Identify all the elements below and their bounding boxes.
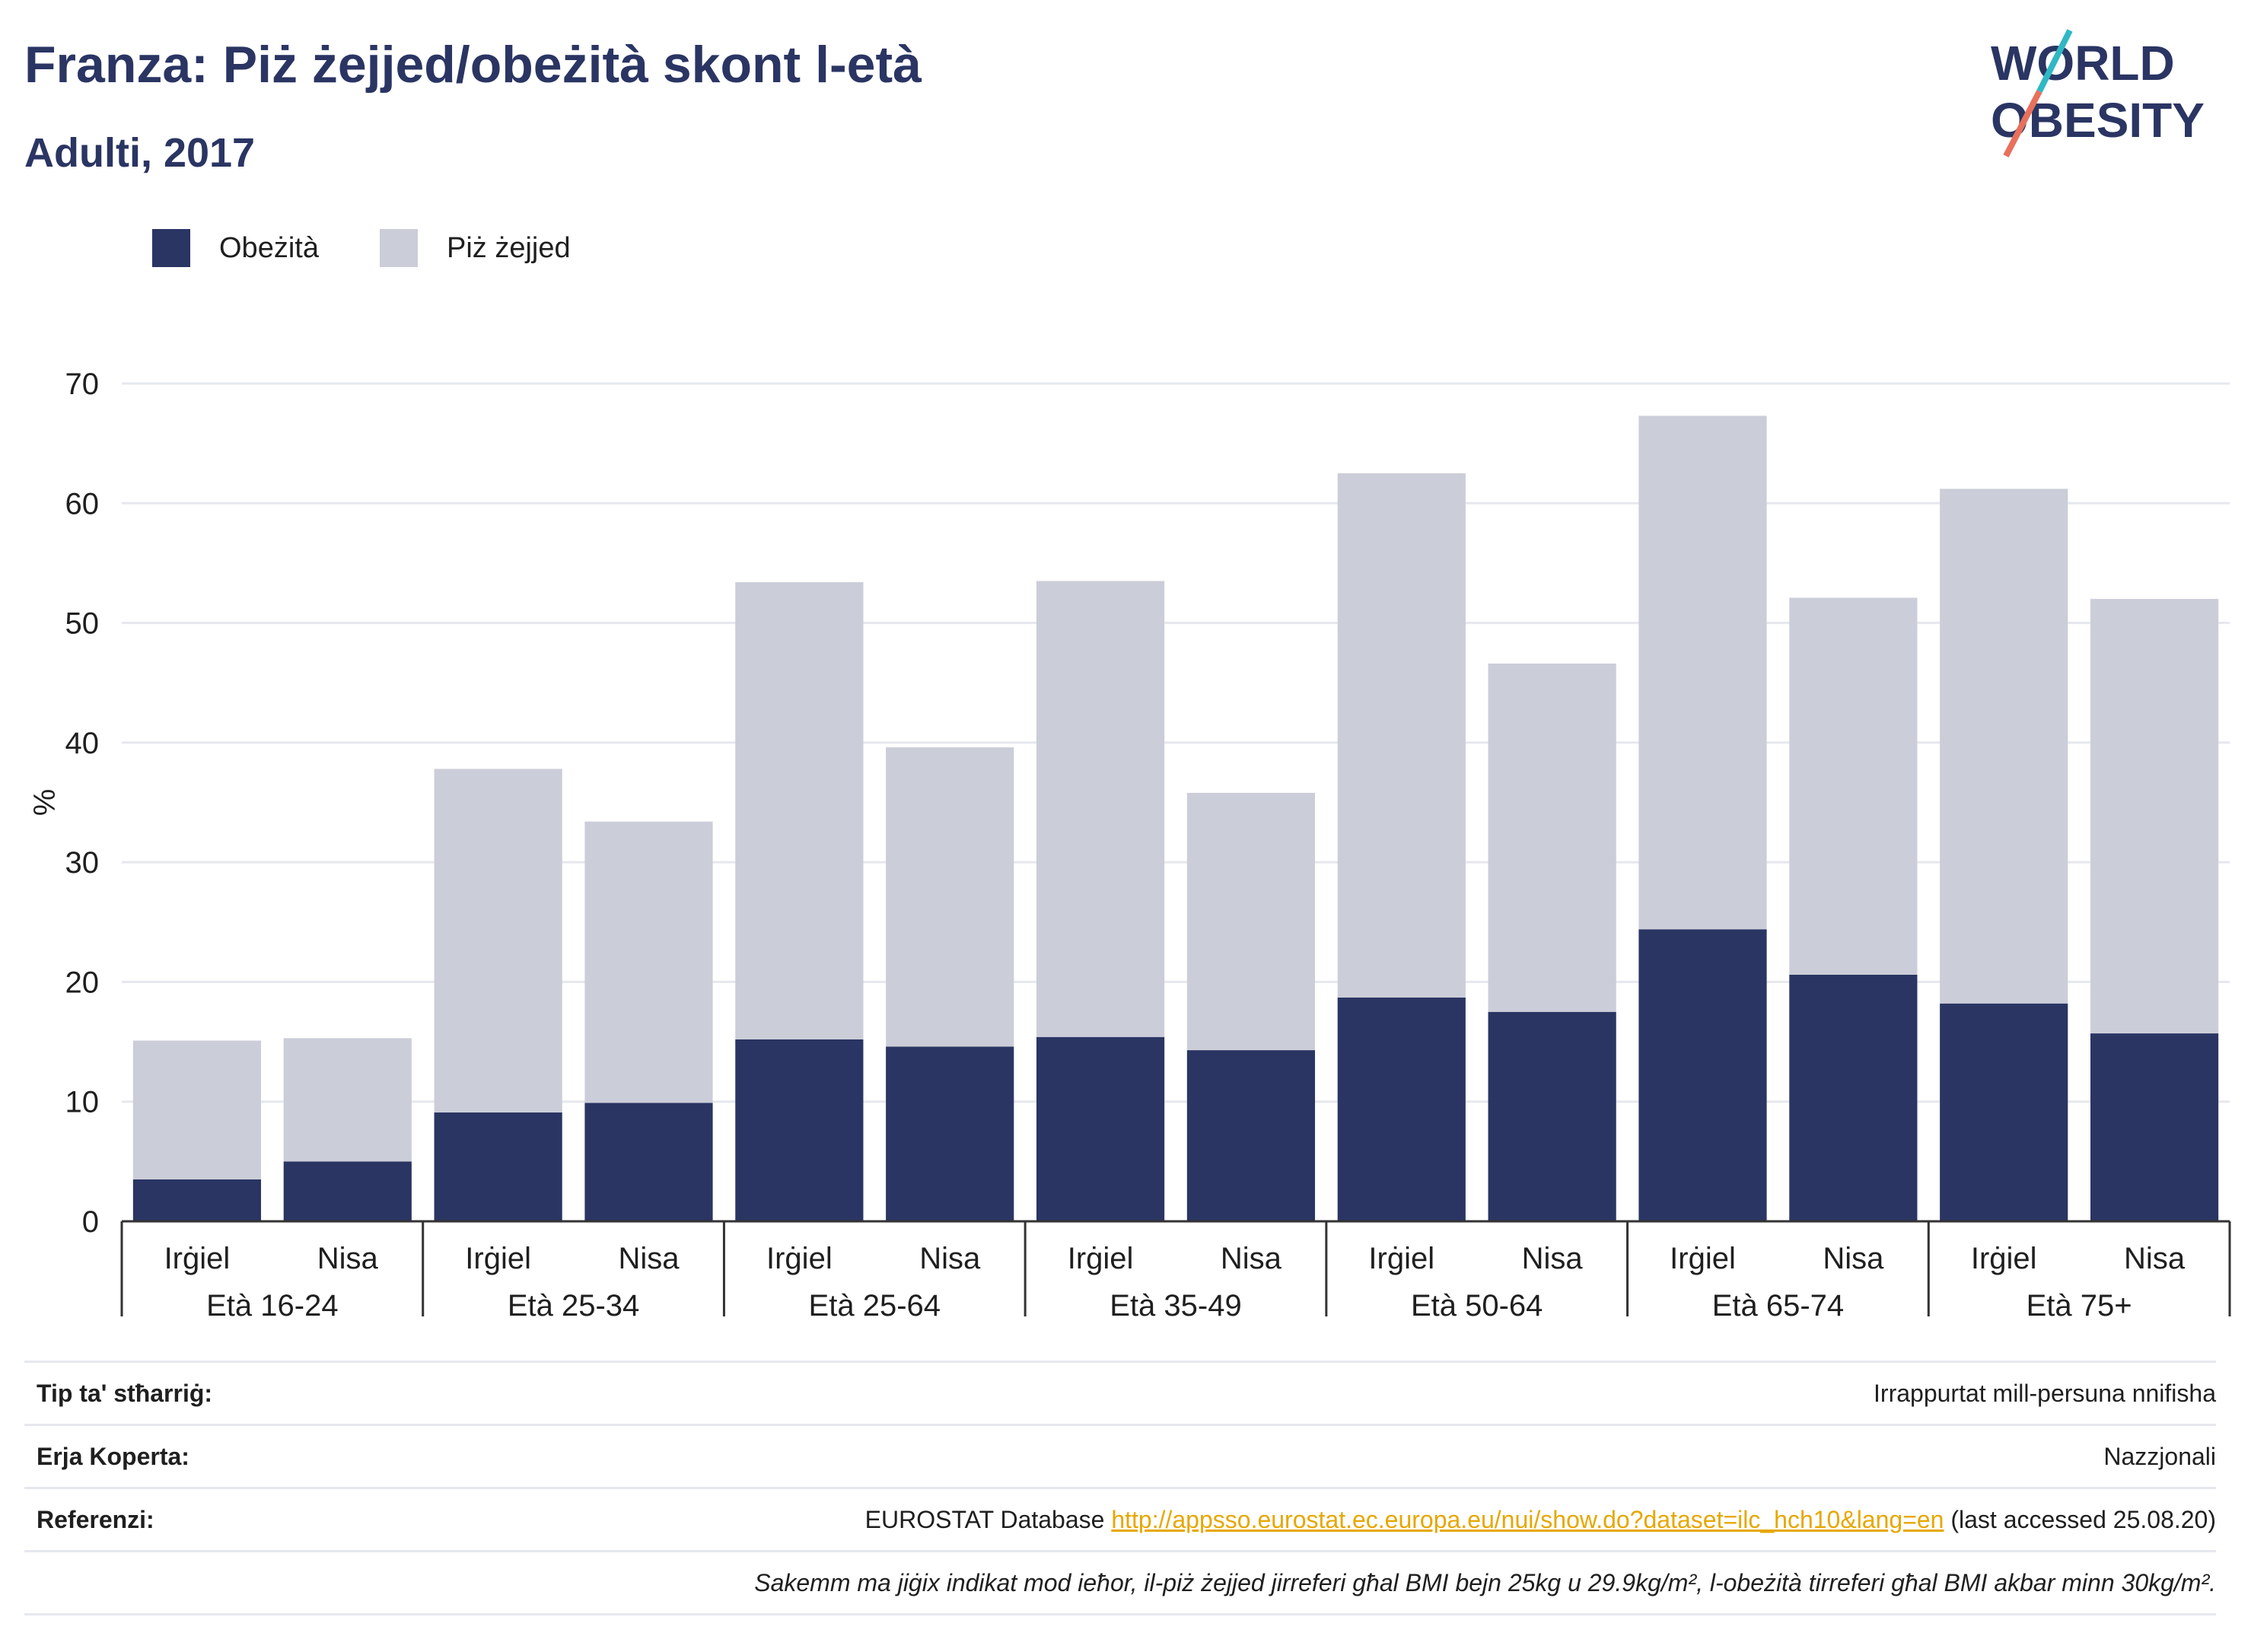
legend-label-overweight: Piż żejjed <box>446 231 571 264</box>
x-tick-label: Irġiel <box>465 1242 531 1275</box>
bar-overweight <box>1940 489 2068 1004</box>
x-tick-label: Nisa <box>2124 1242 2186 1275</box>
group-label: Età 25-64 <box>809 1289 941 1323</box>
reference-suffix: (last accessed 25.08.20) <box>1944 1505 2216 1533</box>
bar-overweight <box>1036 581 1165 1037</box>
bar-obesity <box>132 1179 262 1221</box>
group-label: Età 35-49 <box>1110 1289 1241 1323</box>
bar-obesity <box>1940 1003 2068 1221</box>
group-label: Età 75+ <box>2027 1289 2132 1323</box>
bar-overweight <box>2090 599 2219 1034</box>
legend-swatch-obesity <box>152 229 190 267</box>
y-tick-label: 60 <box>65 487 100 520</box>
legend-item-obesity[interactable]: Obeżità <box>152 229 319 267</box>
group-label: Età 25-34 <box>508 1289 639 1323</box>
chart-title: Franza: Piż żejjed/obeżità skont l-età <box>24 36 922 94</box>
legend-label-obesity: Obeżità <box>219 231 319 264</box>
bar-overweight <box>1789 597 1918 975</box>
y-axis-label: % <box>28 789 62 816</box>
bar-overweight <box>1488 664 1616 1012</box>
y-tick-label: 30 <box>65 846 100 880</box>
bar-obesity <box>1488 1011 1616 1221</box>
bar-obesity <box>1789 974 1918 1221</box>
bar-overweight <box>1186 792 1316 1051</box>
y-tick-label: 70 <box>65 368 100 401</box>
x-tick-label: Nisa <box>919 1242 981 1275</box>
table-value-survey-type: Irrappurtat mill-persuna nnifisha <box>1874 1379 2216 1407</box>
bar-overweight <box>886 747 1014 1047</box>
group-label: Età 65-74 <box>1712 1289 1844 1323</box>
table-row-area-covered: Erja Koperta: Nazzjonali <box>24 1424 2216 1487</box>
table-value-references: EUROSTAT Database http://appsso.eurostat… <box>865 1506 2216 1534</box>
logo-word-world: WORLD <box>1991 36 2175 91</box>
legend: Obeżità Piż żejjed <box>152 225 632 271</box>
group-label: Età 50-64 <box>1411 1289 1543 1323</box>
y-tick-label: 20 <box>65 966 100 999</box>
y-tick-label: 10 <box>65 1086 100 1119</box>
reference-link[interactable]: http://appsso.eurostat.ec.europa.eu/nui/… <box>1111 1505 1944 1533</box>
bar-overweight <box>735 582 864 1039</box>
bar-obesity <box>1638 929 1767 1221</box>
bar-obesity <box>1186 1050 1316 1221</box>
bar-overweight <box>132 1040 262 1179</box>
table-value-area-covered: Nazzjonali <box>2103 1442 2216 1470</box>
table-row-references: Referenzi: EUROSTAT Database http://apps… <box>24 1487 2216 1550</box>
y-tick-label: 40 <box>65 727 100 760</box>
bar-obesity <box>735 1039 864 1221</box>
logo-slash-coral <box>2003 90 2042 158</box>
x-tick-label: Irġiel <box>1971 1242 2037 1275</box>
x-tick-label: Irġiel <box>1068 1242 1134 1275</box>
x-tick-label: Nisa <box>1221 1242 1282 1275</box>
logo-slash-teal <box>2036 29 2073 93</box>
bar-overweight <box>1638 415 1767 930</box>
bar-obesity <box>434 1112 562 1221</box>
x-axis: Irġiel Nisa Irġiel Nisa Irġiel Nisa Irġiel Nisa… <box>120 1220 2231 1323</box>
x-tick-label: Nisa <box>1522 1242 1584 1275</box>
x-tick-label: Irġiel <box>1670 1242 1736 1275</box>
x-tick-label: Nisa <box>317 1242 379 1275</box>
table-row-note: Sakemm ma jiġix indikat mod ieħor, il-pi… <box>24 1550 2216 1615</box>
group-label: Età 16-24 <box>206 1289 338 1323</box>
bar-obesity <box>886 1046 1014 1221</box>
x-tick-label: Irġiel <box>766 1242 833 1275</box>
table-row-survey-type: Tip ta' stħarriġ: Irrappurtat mill-persu… <box>24 1361 2216 1424</box>
table-note: Sakemm ma jiġix indikat mod ieħor, il-pi… <box>754 1568 2216 1596</box>
bar-overweight <box>434 769 562 1112</box>
x-tick-label: Irġiel <box>1368 1242 1434 1275</box>
bar-overweight <box>1337 473 1466 998</box>
metadata-table: Tip ta' stħarriġ: Irrappurtat mill-persu… <box>24 1361 2216 1615</box>
bar-overweight <box>283 1038 412 1162</box>
world-obesity-logo: WORLD OBESITY <box>1991 29 2205 158</box>
reference-prefix: EUROSTAT Database <box>864 1505 1112 1533</box>
table-label-survey-type: Tip ta' stħarriġ: <box>37 1379 213 1407</box>
bar-obesity <box>1036 1036 1165 1221</box>
y-tick-label: 50 <box>65 607 100 641</box>
y-axis: 0 10 20 30 40 50 60 70 <box>65 368 100 1239</box>
chart-subtitle: Adulti, 2017 <box>24 130 256 176</box>
table-label-area-covered: Erja Koperta: <box>37 1442 189 1470</box>
x-tick-label: Irġiel <box>164 1242 231 1275</box>
bar-obesity <box>2090 1033 2219 1221</box>
x-tick-label: Nisa <box>618 1242 680 1275</box>
bar-overweight <box>584 821 713 1103</box>
bars <box>132 415 2219 1221</box>
bar-obesity <box>1337 997 1466 1221</box>
legend-swatch-overweight <box>379 229 418 267</box>
legend-item-overweight[interactable]: Piż żejjed <box>379 229 571 267</box>
bar-obesity <box>283 1161 412 1221</box>
bar-obesity <box>584 1103 713 1221</box>
table-label-references: Referenzi: <box>37 1505 154 1533</box>
y-tick-label: 0 <box>82 1205 99 1239</box>
x-tick-label: Nisa <box>1823 1242 1884 1275</box>
